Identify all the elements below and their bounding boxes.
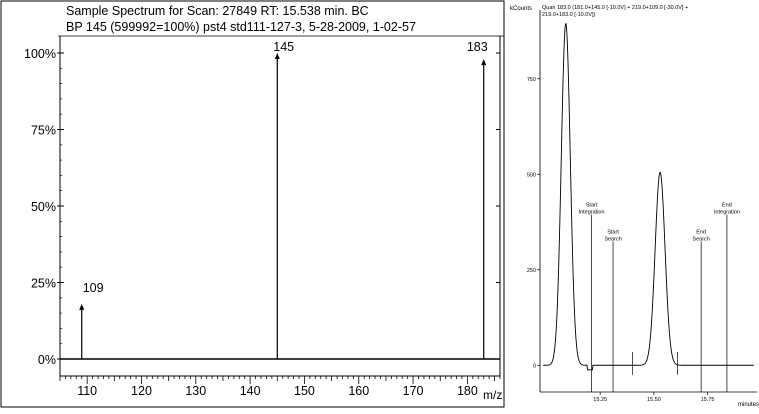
spectrum-peak-label: 183: [467, 40, 488, 54]
spectrum-peak-label: 109: [83, 281, 104, 295]
x-tick-label: 110: [77, 384, 97, 398]
chromatogram-chart: Quan 183.0 (181.0+145.0 [-10.0V] + 219.0…: [510, 5, 759, 408]
x-tick-label: 150: [294, 384, 315, 398]
x-tick-label: 180: [457, 384, 478, 398]
y-tick-label: 25%: [31, 277, 56, 291]
chrom-y-tick-label: 250: [527, 268, 536, 274]
spectrum-peak-arrow: [79, 303, 85, 310]
x-axis-label: m/z: [483, 388, 502, 402]
x-tick-label: 160: [348, 384, 369, 398]
chrom-y-tick-label: 750: [527, 77, 536, 83]
marker-label-bottom: Integration: [579, 210, 605, 216]
marker-label-top: Start: [586, 203, 598, 209]
marker-label-top: Start: [607, 229, 619, 235]
chromatogram-title-line1: Quan 183.0 (181.0+145.0 [-10.0V] + 219.0…: [542, 5, 688, 11]
chromatogram-title-line2: 219.0+183.0 [-10.0V]): [542, 12, 596, 18]
y-tick-label: 0%: [38, 353, 56, 367]
x-tick-label: 130: [185, 384, 206, 398]
chrom-y-tick-label: 500: [527, 172, 536, 178]
chrom-x-tick-label: 15.75: [701, 397, 715, 403]
spectrum-peak-label: 145: [273, 40, 294, 54]
spectrum-peak-arrow: [274, 53, 280, 59]
mass-spectrum-panel: Sample Spectrum for Scan: 27849 RT: 15.5…: [0, 0, 505, 408]
spectrum-peak-arrow: [481, 59, 487, 66]
x-tick-label: 170: [403, 384, 424, 398]
x-tick-label: 140: [240, 384, 261, 398]
y-axis-label: kCounts: [510, 6, 532, 12]
marker-label-bottom: Search: [604, 236, 621, 242]
chromatogram-panel: Quan 183.0 (181.0+145.0 [-10.0V] + 219.0…: [508, 0, 759, 409]
chromatogram-trace: [543, 22, 754, 371]
chrom-x-tick-label: 15.25: [593, 397, 607, 403]
marker-label-top: End: [722, 203, 732, 209]
x-tick-label: 120: [131, 384, 152, 398]
chrom-x-tick-label: 15.50: [647, 397, 661, 403]
marker-label-bottom: Integration: [714, 210, 740, 216]
spectrum-subtitle: BP 145 (599992=100%) pst4 std111-127-3, …: [66, 20, 416, 34]
spectrum-border: [0, 0, 505, 408]
y-tick-label: 75%: [31, 124, 56, 138]
chrom-y-tick-label: 0: [533, 363, 536, 369]
marker-label-top: End: [696, 229, 706, 235]
mass-spectrum-chart: Sample Spectrum for Scan: 27849 RT: 15.5…: [0, 0, 505, 408]
spectrum-title: Sample Spectrum for Scan: 27849 RT: 15.5…: [66, 4, 369, 18]
y-tick-label: 100%: [24, 47, 56, 61]
x-axis-label-minutes: minutes: [738, 402, 759, 408]
y-tick-label: 50%: [31, 200, 56, 214]
marker-label-bottom: Search: [692, 236, 709, 242]
